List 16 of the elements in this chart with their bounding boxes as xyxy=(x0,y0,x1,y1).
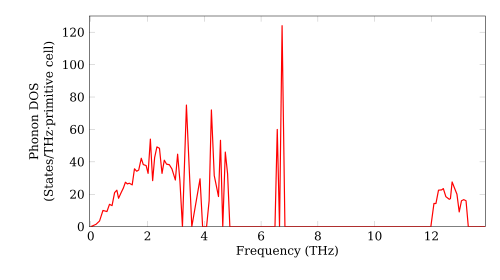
y-tick-label: 80 xyxy=(70,92,84,102)
x-tick-label: 10 xyxy=(368,231,382,240)
y-tick-label: 40 xyxy=(70,157,84,166)
y-tick-label: 60 xyxy=(70,124,84,134)
x-axis-title: Frequency (THz) xyxy=(236,246,338,258)
x-tick-label: 0 xyxy=(88,231,94,240)
x-tick-label: 8 xyxy=(314,231,321,240)
y-axis-title: Phonon DOS (States/THz·primitive cell) xyxy=(28,42,56,201)
x-tick-label: 2 xyxy=(144,231,150,240)
y-tick-label: 0 xyxy=(78,222,84,232)
y-tick-label: 100 xyxy=(63,60,84,70)
x-tick-label: 6 xyxy=(258,231,264,240)
y-tick-label: 120 xyxy=(63,28,84,37)
y-tick-label: 20 xyxy=(70,190,84,199)
x-tick-label: 12 xyxy=(425,231,438,240)
x-tick-label: 4 xyxy=(200,231,208,240)
